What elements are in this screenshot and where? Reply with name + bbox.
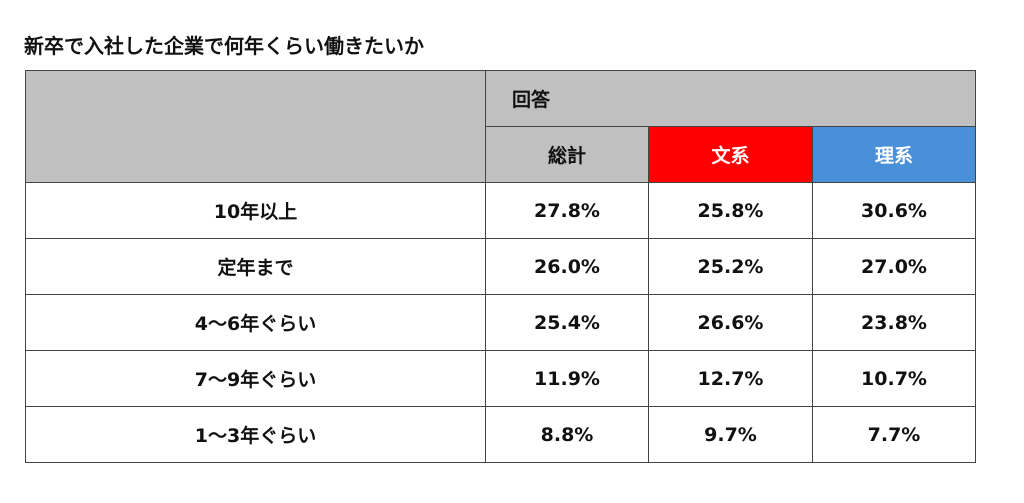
- cell-total: 27.8%: [485, 182, 649, 239]
- cell-bunkei: 9.7%: [648, 406, 813, 463]
- cell-bunkei: 26.6%: [648, 294, 813, 351]
- table-row: 10年以上 27.8% 25.8% 30.6%: [25, 182, 976, 239]
- table-row: 4～6年ぐらい 25.4% 26.6% 23.8%: [25, 294, 976, 351]
- survey-table: 回答 総計 文系 理系 10年以上 27.8% 25.8% 30.6% 定年まで 26.0…: [25, 70, 976, 463]
- cell-rikei: 27.0%: [812, 238, 976, 295]
- cell-total: 25.4%: [485, 294, 649, 351]
- column-header-rikei: 理系: [812, 126, 976, 183]
- cell-bunkei: 25.2%: [648, 238, 813, 295]
- row-label: 7～9年ぐらい: [25, 350, 486, 407]
- table-row: 7～9年ぐらい 11.9% 12.7% 10.7%: [25, 350, 976, 407]
- cell-bunkei: 25.8%: [648, 182, 813, 239]
- group-header-cell: 回答: [485, 70, 976, 127]
- header-row-group: 回答: [25, 70, 976, 183]
- chart-title: 新卒で入社した企業で何年くらい働きたいか: [24, 34, 424, 58]
- cell-rikei: 23.8%: [812, 294, 976, 351]
- cell-rikei: 30.6%: [812, 182, 976, 239]
- cell-bunkei: 12.7%: [648, 350, 813, 407]
- cell-rikei: 7.7%: [812, 406, 976, 463]
- column-header-bunkei: 文系: [648, 126, 813, 183]
- cell-total: 26.0%: [485, 238, 649, 295]
- header-blank-cell: [25, 70, 486, 183]
- column-header-total: 総計: [485, 126, 649, 183]
- cell-total: 11.9%: [485, 350, 649, 407]
- header-row-columns: 総計 文系 理系: [26, 126, 976, 183]
- row-label: 1～3年ぐらい: [25, 406, 486, 463]
- cell-total: 8.8%: [485, 406, 649, 463]
- cell-rikei: 10.7%: [812, 350, 976, 407]
- row-label: 定年まで: [25, 238, 486, 295]
- row-label: 4～6年ぐらい: [25, 294, 486, 351]
- row-label: 10年以上: [25, 182, 486, 239]
- table-row: 定年まで 26.0% 25.2% 27.0%: [25, 238, 976, 295]
- table-row: 1～3年ぐらい 8.8% 9.7% 7.7%: [25, 406, 976, 463]
